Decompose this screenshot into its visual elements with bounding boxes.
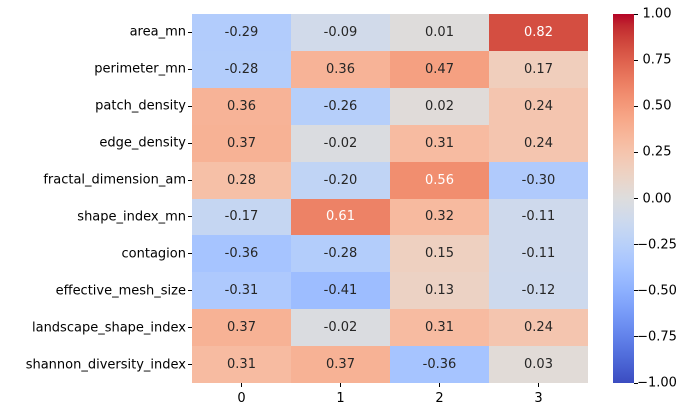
colorbar-tick-label: −0.25 — [637, 237, 677, 253]
heatmap-cell: -0.28 — [291, 235, 390, 273]
y-tick-label: patch_density — [95, 98, 186, 114]
heatmap-cell: 0.36 — [192, 87, 291, 125]
heatmap-cell: -0.11 — [489, 235, 588, 273]
heatmap-cell: -0.09 — [291, 14, 390, 51]
colorbar-tick-mark — [634, 105, 638, 107]
colorbar-tick-mark — [634, 336, 638, 338]
y-tick-mark — [188, 142, 192, 144]
y-tick-label: shannon_diversity_index — [25, 357, 186, 373]
heatmap-cell: 0.24 — [489, 309, 588, 347]
y-tick-label: effective_mesh_size — [55, 283, 186, 299]
heatmap-cell: 0.17 — [489, 50, 588, 88]
x-tick-label: 3 — [534, 391, 543, 406]
heatmap-grid: -0.29 -0.09 0.01 0.82 -0.28 0.36 0.47 0.17 0.36-… — [192, 14, 588, 383]
y-tick-mark — [188, 105, 192, 107]
heatmap-cell: 0.31 — [192, 346, 291, 383]
colorbar-tick-label: 0.50 — [642, 98, 672, 114]
colorbar-tick-mark — [634, 59, 638, 61]
colorbar-tick-mark — [634, 151, 638, 153]
heatmap-cell: 0.24 — [489, 87, 588, 125]
heatmap-cell: 0.36 — [291, 50, 390, 88]
x-tick-label: 0 — [237, 391, 246, 406]
y-tick-mark — [188, 31, 192, 33]
colorbar-tick-mark — [634, 244, 638, 246]
y-tick-label: edge_density — [99, 135, 186, 151]
colorbar-tick-label: 1.00 — [642, 6, 672, 22]
heatmap-cell: 0.37 — [291, 346, 390, 383]
x-tick-mark — [439, 383, 440, 387]
y-tick-label: area_mn — [129, 24, 186, 40]
heatmap-cell: 0.01 — [390, 14, 489, 51]
x-tick-label: 1 — [336, 391, 345, 406]
heatmap-cell: 0.56 — [390, 161, 489, 199]
colorbar-tick-mark — [634, 290, 638, 292]
heatmap-cell: -0.11 — [489, 198, 588, 236]
colorbar-tick-label: −0.50 — [637, 283, 677, 299]
heatmap-cell: -0.12 — [489, 272, 588, 310]
y-tick-mark — [188, 68, 192, 70]
heatmap-cell: -0.20 — [291, 161, 390, 199]
y-tick-mark — [188, 327, 192, 329]
heatmap-cell: -0.36 — [390, 346, 489, 383]
heatmap-cell: 0.37 — [192, 124, 291, 162]
colorbar-tick-label: 0.00 — [642, 191, 672, 206]
x-tick-mark — [241, 383, 242, 387]
y-tick-mark — [188, 364, 192, 366]
heatmap-cell: -0.29 — [192, 14, 291, 51]
heatmap-cell: -0.30 — [489, 161, 588, 199]
y-tick-mark — [188, 216, 192, 218]
heatmap-cell: 0.82 — [489, 14, 588, 51]
x-tick-label: 2 — [435, 391, 444, 406]
heatmap-cell: -0.26 — [291, 87, 390, 125]
heatmap-cell: -0.31 — [192, 272, 291, 310]
heatmap-cell: 0.13 — [390, 272, 489, 310]
y-tick-label: perimeter_mn — [94, 61, 186, 77]
x-tick-mark — [340, 383, 341, 387]
colorbar-tick-label: −1.00 — [637, 375, 677, 391]
heatmap-cell: -0.41 — [291, 272, 390, 310]
colorbar-tick-label: 0.75 — [642, 52, 672, 68]
colorbar-tick-label: 0.25 — [642, 144, 672, 160]
y-tick-label: contagion — [121, 246, 186, 262]
heatmap-cell: -0.02 — [291, 309, 390, 347]
heatmap-cell: 0.15 — [390, 235, 489, 273]
y-tick-mark — [188, 253, 192, 255]
y-tick-label: shape_index_mn — [77, 209, 186, 225]
heatmap-cell: 0.32 — [390, 198, 489, 236]
y-tick-label: fractal_dimension_am — [43, 172, 186, 188]
colorbar-gradient — [613, 14, 634, 383]
colorbar-tick-mark — [634, 198, 638, 199]
heatmap-cell: -0.17 — [192, 198, 291, 236]
heatmap-cell: 0.61 — [291, 198, 390, 236]
y-tick-mark — [188, 179, 192, 181]
heatmap-cell: 0.28 — [192, 161, 291, 199]
heatmap-cell: 0.24 — [489, 124, 588, 162]
colorbar-tick-mark — [634, 382, 638, 384]
heatmap-cell: -0.36 — [192, 235, 291, 273]
y-tick-label: landscape_shape_index — [31, 320, 186, 336]
heatmap-cell: 0.31 — [390, 124, 489, 162]
heatmap-cell: 0.37 — [192, 309, 291, 347]
x-tick-mark — [538, 383, 539, 387]
heatmap-cell: 0.02 — [390, 87, 489, 125]
heatmap-cell: 0.03 — [489, 346, 588, 383]
heatmap-cell: 0.31 — [390, 309, 489, 347]
colorbar-tick-label: −0.75 — [637, 329, 677, 345]
heatmap-cell: -0.28 — [192, 50, 291, 88]
y-tick-mark — [188, 290, 192, 292]
heatmap-cell: -0.02 — [291, 124, 390, 162]
colorbar-tick-mark — [634, 13, 638, 15]
heatmap-cell: 0.47 — [390, 50, 489, 88]
